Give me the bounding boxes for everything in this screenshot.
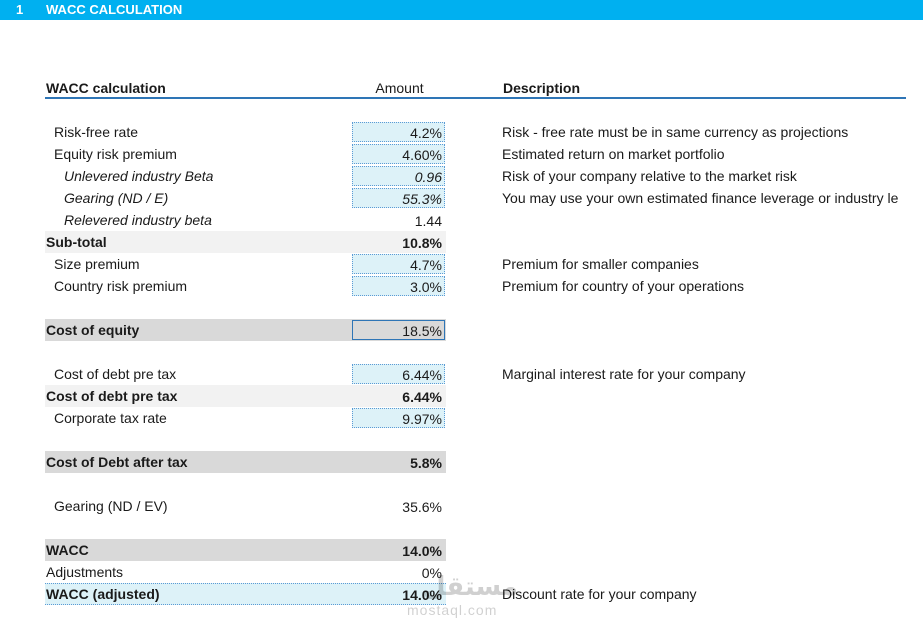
cost-of-debt-pre-tax-row — [45, 385, 446, 407]
header-underline — [45, 97, 906, 99]
input-risk-free-rate[interactable]: 4.2% — [352, 122, 445, 142]
watermark-arabic: مستقل — [423, 572, 519, 602]
watermark-latin: mostaql.com — [407, 602, 498, 618]
cost-of-equity-row — [45, 319, 446, 341]
cost-of-debt-after-tax-row — [45, 451, 446, 473]
row-label-equity-risk-premium: Equity risk premium — [54, 146, 177, 162]
input-gearing-nd-e[interactable]: 55.3% — [352, 188, 445, 208]
row-label-gearing-nd-ev: Gearing (ND / EV) — [54, 498, 168, 514]
desc-risk-free-rate: Risk - free rate must be in same currenc… — [502, 124, 849, 140]
input-corporate-tax-rate[interactable]: 9.97% — [352, 408, 445, 428]
desc-gearing-nd-e: You may use your own estimated finance l… — [502, 190, 899, 206]
subtotal-row — [45, 231, 446, 253]
row-label-country-risk-premium: Country risk premium — [54, 278, 188, 294]
row-label-risk-free-rate: Risk-free rate — [54, 124, 139, 140]
section-title: WACC CALCULATION — [46, 2, 183, 17]
desc-size-premium: Premium for smaller companies — [502, 256, 699, 272]
value-gearing-nd-ev: 35.6% — [402, 499, 442, 515]
column-header-description: Description — [503, 80, 581, 96]
row-label-unlevered-beta: Unlevered industry Beta — [64, 168, 214, 184]
column-header-amount: Amount — [375, 80, 424, 96]
desc-wacc-adjusted: Discount rate for your company — [502, 586, 697, 602]
desc-unlevered-beta: Risk of your company relative to the mar… — [502, 168, 797, 184]
section-number: 1 — [16, 2, 24, 17]
row-label-cost-of-debt-after-tax: Cost of Debt after tax — [46, 454, 188, 470]
value-cost-of-debt-pre-tax: 6.44% — [402, 389, 442, 405]
desc-cost-of-debt-pre-tax: Marginal interest rate for your company — [502, 366, 746, 382]
row-label-wacc-adjusted: WACC (adjusted) — [46, 586, 160, 602]
value-wacc-adjusted: 14.0% — [402, 587, 442, 603]
row-label-cost-of-debt-pre-tax-input: Cost of debt pre tax — [54, 366, 177, 382]
wacc-adjusted-row — [45, 583, 446, 605]
row-label-gearing-nd-e: Gearing (ND / E) — [64, 190, 169, 206]
row-label-cost-of-debt-pre-tax: Cost of debt pre tax — [46, 388, 178, 404]
input-size-premium[interactable]: 4.7% — [352, 254, 445, 274]
value-cost-of-debt-after-tax: 5.8% — [410, 455, 442, 471]
row-label-relevered-beta: Relevered industry beta — [64, 212, 212, 228]
value-wacc: 14.0% — [402, 543, 442, 559]
watermark-logo: مستقل mostaql.com — [405, 572, 520, 622]
value-subtotal: 10.8% — [402, 235, 442, 251]
row-label-size-premium: Size premium — [54, 256, 140, 272]
row-label-wacc: WACC — [46, 542, 89, 558]
row-label-cost-of-equity: Cost of equity — [46, 322, 140, 338]
wacc-row — [45, 539, 446, 561]
value-relevered-beta: 1.44 — [414, 213, 442, 229]
row-label-corporate-tax-rate: Corporate tax rate — [54, 410, 167, 426]
column-header-label: WACC calculation — [46, 80, 166, 96]
input-country-risk-premium[interactable]: 3.0% — [352, 276, 445, 296]
input-cost-of-debt-pre-tax[interactable]: 6.44% — [352, 364, 445, 384]
value-adjustments[interactable]: 0% — [421, 565, 442, 581]
row-label-subtotal: Sub-total — [46, 234, 107, 250]
desc-country-risk-premium: Premium for country of your operations — [502, 278, 744, 294]
desc-equity-risk-premium: Estimated return on market portfolio — [502, 146, 725, 162]
section-header-bar: 1 WACC CALCULATION — [0, 0, 923, 20]
input-equity-risk-premium[interactable]: 4.60% — [352, 144, 445, 164]
value-cost-of-equity[interactable]: 18.5% — [352, 320, 445, 340]
input-unlevered-beta[interactable]: 0.96 — [352, 166, 445, 186]
row-label-adjustments: Adjustments — [46, 564, 124, 580]
